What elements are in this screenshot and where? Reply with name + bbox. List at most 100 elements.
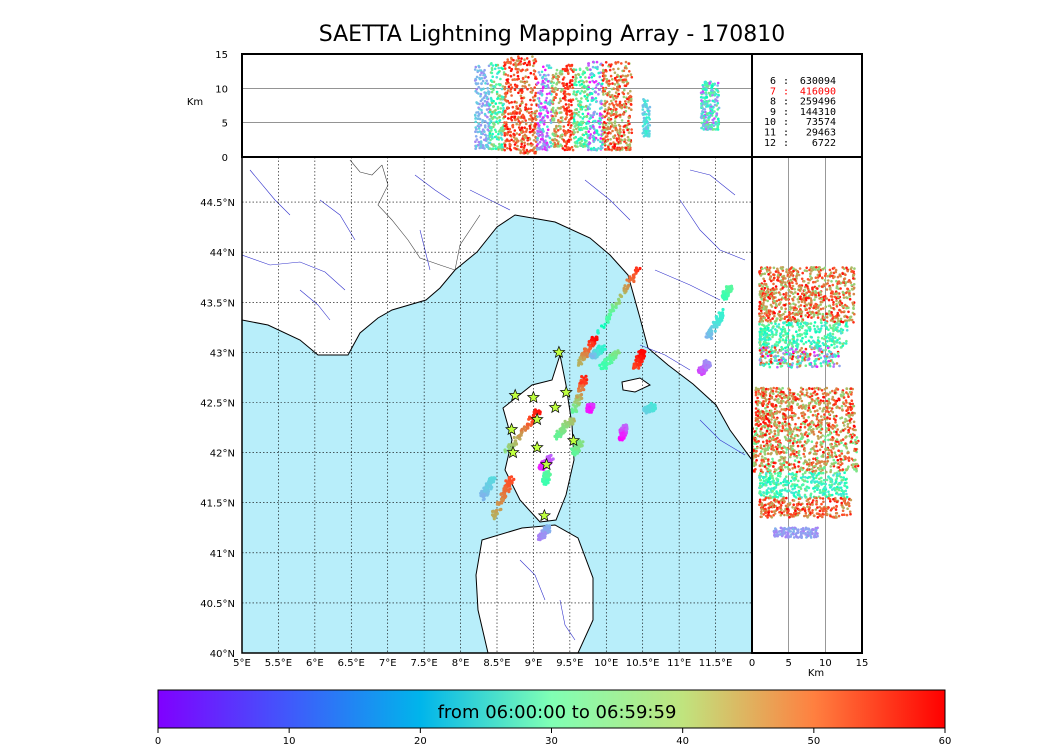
altitude-source (533, 116, 536, 120)
lightning-stroke (631, 348, 647, 370)
latitude-source (807, 339, 811, 343)
altitude-source (536, 138, 539, 142)
altitude-source (507, 85, 511, 88)
latitude-source (820, 324, 824, 328)
altitude-source (587, 76, 591, 79)
altitude-source (601, 82, 604, 86)
lightning-source (504, 494, 508, 498)
latitude-source (825, 326, 828, 330)
altitude-source (641, 104, 645, 107)
map-x-tick: 10.5°E (626, 658, 660, 669)
altitude-source (479, 144, 483, 148)
altitude-source (716, 81, 720, 85)
altitude-source (497, 132, 500, 136)
lightning-source (614, 305, 618, 310)
altitude-source (528, 60, 531, 63)
latitude-source (776, 351, 780, 354)
altitude-source (599, 137, 603, 140)
latitude-source (798, 325, 801, 329)
lightning-source (574, 404, 579, 408)
altitude-source (579, 75, 582, 79)
latitude-source (803, 269, 807, 272)
map-y-tick: 40°N (210, 649, 235, 660)
latitude-source (812, 339, 815, 343)
altitude-source (543, 114, 547, 117)
latitude-source (800, 300, 804, 304)
river-line (559, 599, 576, 641)
altitude-cluster (473, 64, 491, 150)
latitude-source (836, 317, 840, 320)
lightning-source (720, 294, 724, 298)
plan-view-map: 5°E 5.5°E 6°E 6.5°E 7°E 7.5°E 8°E 8.5°E 9°E 9.5°E… (200, 156, 753, 669)
altitude-source (492, 143, 496, 146)
altitude-source (520, 91, 524, 94)
altitude-source (566, 71, 570, 74)
latitude-source (781, 325, 785, 329)
altitude-source (587, 87, 590, 91)
lightning-stroke (617, 423, 629, 442)
legend-source-count: 259496 (800, 97, 836, 108)
river-line (419, 229, 431, 271)
lightning-source (580, 396, 584, 400)
altitude-source (608, 68, 612, 72)
altitude-source (609, 95, 612, 99)
altitude-source (474, 65, 478, 69)
altitude-source (612, 141, 615, 144)
altitude-source (547, 73, 550, 77)
altitude-source (492, 85, 495, 88)
altitude-source (560, 106, 563, 109)
altitude-source (514, 67, 518, 71)
station-star (559, 385, 573, 399)
altitude-source (709, 107, 712, 110)
altitude-cluster (488, 62, 506, 152)
lightning-source (570, 410, 575, 414)
latitude-source (771, 344, 774, 348)
altitude-source (517, 148, 520, 151)
altitude-source (591, 135, 595, 138)
altitude-source (504, 91, 508, 95)
altitude-source (709, 124, 712, 127)
lightning-source (713, 321, 717, 325)
lightning-source (617, 351, 621, 355)
altitude-source (570, 145, 574, 149)
latitude-source (788, 294, 792, 298)
latitude-source (839, 281, 843, 285)
latitude-source (776, 276, 780, 280)
altitude-source (556, 74, 560, 78)
altitude-source (595, 84, 599, 87)
altitude-source (493, 116, 497, 119)
latitude-source (805, 321, 809, 325)
altitude-source (497, 148, 500, 151)
latitude-source (763, 296, 767, 299)
latitude-source (792, 337, 795, 341)
lightning-source (624, 289, 628, 293)
altitude-source (565, 142, 568, 145)
latitude-source (772, 296, 776, 299)
lightning-source (508, 478, 512, 482)
altitude-source (534, 60, 538, 63)
latitude-source (778, 315, 782, 318)
lightning-source (610, 307, 615, 311)
latitude-source (812, 306, 815, 310)
lightning-source (701, 364, 705, 369)
altitude-source (526, 87, 529, 91)
altitude-source (563, 94, 567, 98)
altitude-source (499, 77, 502, 81)
latitude-source (838, 274, 842, 277)
lightning-source (613, 350, 617, 354)
altitude-source (645, 116, 648, 119)
altitude-source (703, 119, 706, 122)
altitude-source (560, 88, 563, 92)
altitude-source (554, 114, 557, 118)
latitude-source (772, 301, 775, 305)
lightning-source (588, 344, 592, 348)
station-star (539, 457, 554, 471)
altitude-source (536, 97, 540, 100)
altitude-source (551, 106, 555, 110)
lightning-source (499, 492, 503, 496)
lightning-source (507, 482, 511, 486)
lightning-source (495, 512, 499, 516)
lightning-source (575, 395, 579, 399)
lightning-source (591, 354, 595, 358)
altitude-source (614, 91, 618, 94)
